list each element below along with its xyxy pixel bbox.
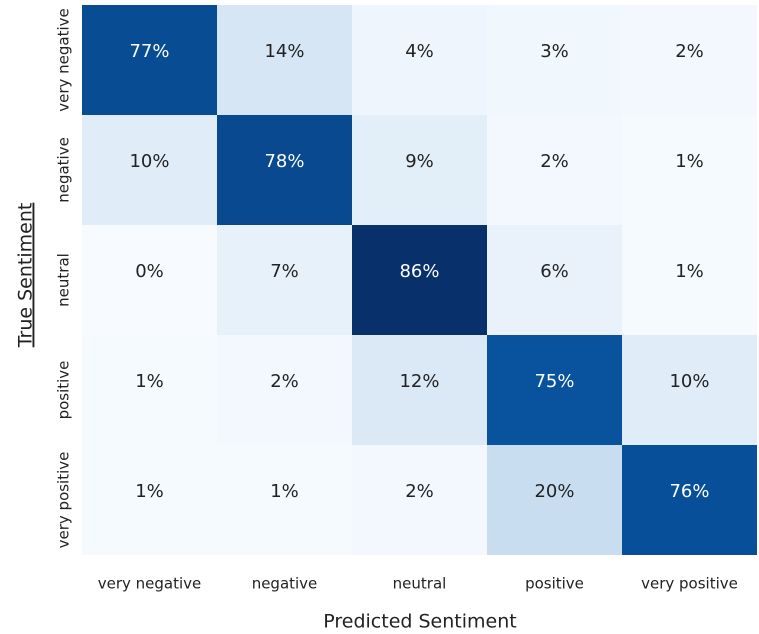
x-tick-label: very positive xyxy=(641,575,738,593)
heatmap-cell xyxy=(352,225,487,335)
cell-label: 2% xyxy=(270,371,299,392)
heatmap-cell xyxy=(352,335,487,445)
cell-label: 4% xyxy=(405,41,434,62)
cell-label: 6% xyxy=(540,261,569,282)
cell-label: 1% xyxy=(135,371,164,392)
y-tick-label: positive xyxy=(55,361,73,420)
heatmap-cell xyxy=(622,5,757,115)
y-axis-title: True Sentiment xyxy=(15,203,37,349)
heatmap-cell xyxy=(622,225,757,335)
cell-label: 10% xyxy=(129,151,169,172)
heatmap-cell xyxy=(82,335,217,445)
cell-label: 12% xyxy=(399,371,439,392)
cell-label: 1% xyxy=(675,261,704,282)
x-tick-label: negative xyxy=(252,575,318,593)
y-tick-label: neutral xyxy=(55,253,73,307)
cell-label: 1% xyxy=(135,481,164,502)
heatmap-cell xyxy=(487,115,622,225)
cell-label: 86% xyxy=(399,261,439,282)
heatmap-cell xyxy=(487,335,622,445)
heatmap-cell xyxy=(82,225,217,335)
heatmap-cell xyxy=(487,5,622,115)
heatmap-cell xyxy=(622,115,757,225)
heatmap-cell xyxy=(217,115,352,225)
heatmap-cell xyxy=(352,5,487,115)
cell-label: 75% xyxy=(534,371,574,392)
cell-label: 77% xyxy=(129,41,169,62)
cell-label: 1% xyxy=(270,481,299,502)
cell-label: 3% xyxy=(540,41,569,62)
heatmap-cell xyxy=(82,5,217,115)
cell-label: 7% xyxy=(270,261,299,282)
cell-label: 1% xyxy=(675,151,704,172)
heatmap-cell xyxy=(352,115,487,225)
heatmap-cell xyxy=(82,115,217,225)
cell-label: 20% xyxy=(534,481,574,502)
heatmap-cell xyxy=(487,445,622,555)
cell-label: 2% xyxy=(405,481,434,502)
cell-label: 78% xyxy=(264,151,304,172)
y-tick-label: negative xyxy=(55,137,73,203)
heatmap-cell xyxy=(217,335,352,445)
x-tick-label: neutral xyxy=(393,575,447,593)
cell-label: 9% xyxy=(405,151,434,172)
y-tick-label: very positive xyxy=(55,452,73,549)
heatmap-cell xyxy=(622,445,757,555)
y-tick-label: very negative xyxy=(55,8,73,112)
heatmap-cell xyxy=(487,225,622,335)
x-axis-title: Predicted Sentiment xyxy=(323,611,516,633)
heatmap-cell xyxy=(352,445,487,555)
heatmap-cell xyxy=(217,225,352,335)
heatmap-cell xyxy=(217,445,352,555)
cell-label: 0% xyxy=(135,261,164,282)
cell-label: 10% xyxy=(669,371,709,392)
heatmap-cell xyxy=(217,5,352,115)
x-tick-label: very negative xyxy=(98,575,202,593)
cell-label: 2% xyxy=(540,151,569,172)
heatmap-cell xyxy=(82,445,217,555)
x-tick-label: positive xyxy=(525,575,584,593)
cell-label: 2% xyxy=(675,41,704,62)
heatmap-cell xyxy=(622,335,757,445)
cell-label: 76% xyxy=(669,481,709,502)
cell-label: 14% xyxy=(264,41,304,62)
